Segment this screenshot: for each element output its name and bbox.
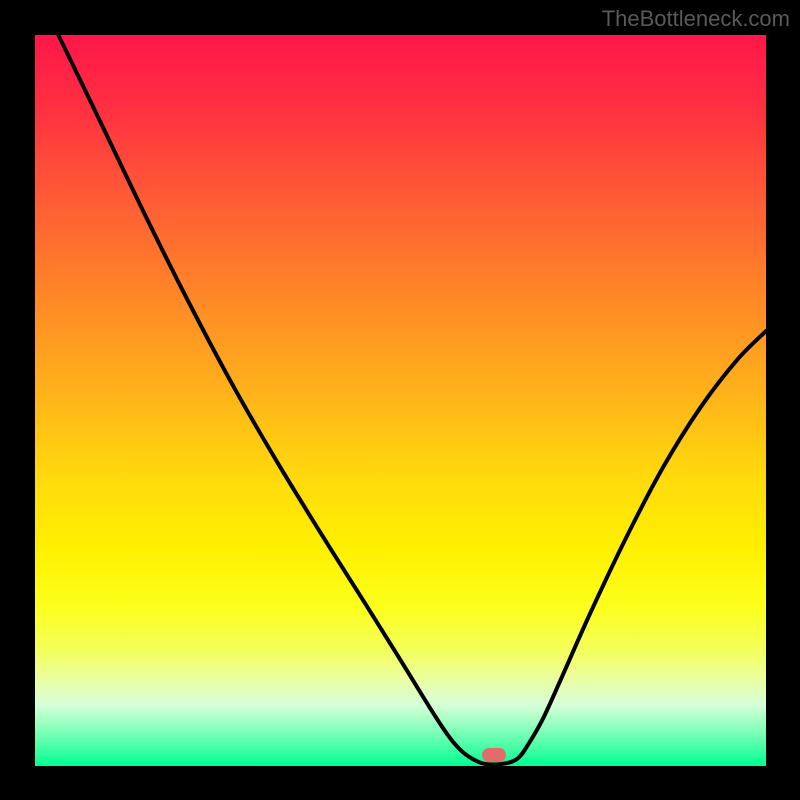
- watermark-text: TheBottleneck.com: [602, 6, 790, 32]
- plot-area: [35, 35, 766, 766]
- chart-container: { "watermark": "TheBottleneck.com", "plo…: [0, 0, 800, 800]
- bottleneck-curve: [35, 35, 766, 766]
- optimal-point-marker: [482, 748, 506, 762]
